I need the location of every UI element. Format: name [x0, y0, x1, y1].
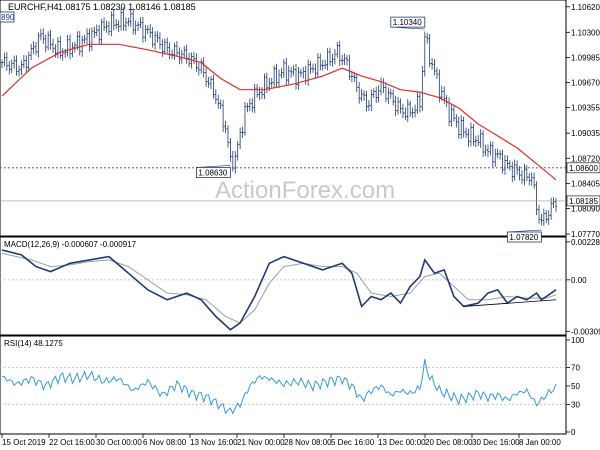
- macd-title: MACD(12,26,9) -0.000607 -0.000917: [4, 240, 137, 249]
- rsi-line: [1, 359, 557, 415]
- price-label-text: 1.08630: [198, 168, 227, 177]
- price-tick-label: 1.09985: [571, 53, 600, 62]
- price-tick-label: 1.08405: [571, 179, 600, 188]
- current-price-label: 1.08185: [569, 197, 598, 206]
- macd-panel-frame: [0, 236, 567, 336]
- level-tag-box: [566, 162, 600, 174]
- moving-average-line: [1, 43, 557, 181]
- price-label-box: [196, 167, 231, 178]
- price-axis: 1.10620 1.10300 1.09985 1.09670 1.09355 1.090…: [566, 3, 600, 239]
- x-tick-label: 22 Oct 16:00: [49, 438, 95, 447]
- price-label-text: 1.07820: [509, 233, 538, 242]
- rsi-title: RSI(14) 48.1275: [4, 339, 63, 348]
- price-tick-label: 1.07770: [571, 230, 600, 239]
- current-price-box: [566, 195, 600, 207]
- macd-trendline: [463, 299, 557, 307]
- symbol-label: EURCHF,H4: [8, 2, 59, 12]
- rsi-tick-label: 70: [571, 364, 580, 373]
- x-tick-label: 13 Dec 00:00: [378, 438, 426, 447]
- price-bars: [0, 7, 558, 226]
- price-tick-label: 1.10300: [571, 28, 600, 37]
- price-levels: 1.08600 1.08185: [0, 162, 600, 207]
- macd-tick-label: -0.003097: [571, 327, 600, 336]
- x-tick-label: 6 Nov 08:00: [143, 438, 187, 447]
- price-label-box: [390, 16, 426, 28]
- moving-average: [1, 43, 557, 181]
- price-tick-label: 1.09670: [571, 79, 600, 88]
- price-tick-label: 1.09035: [571, 129, 600, 138]
- macd-lines: [1, 249, 557, 331]
- price-tick-label: 1.08090: [571, 204, 600, 213]
- x-tick-label: 13 Nov 16:00: [190, 438, 238, 447]
- price-labels: 1.10340 1.08630 1.07820: [196, 16, 542, 243]
- macd-axis: 0.002288 0.00 -0.003097: [566, 238, 600, 336]
- watermark: ActionForex.com: [215, 177, 395, 204]
- price-label-box: [507, 231, 542, 243]
- ohlc-label: 1.08175 1.08230 1.08146 1.08185: [58, 2, 196, 12]
- rsi-tick-label: 0: [571, 428, 576, 437]
- price-tick-label: 1.09355: [571, 104, 600, 113]
- signal-line: [1, 252, 557, 324]
- level-tag-label: 1.08600: [569, 164, 598, 173]
- rsi-tick-label: 30: [571, 400, 580, 409]
- price-tick-label: 1.10620: [571, 3, 600, 12]
- macd-tick-label: 0.00: [571, 276, 587, 285]
- x-tick-label: 30 Dec 16:00: [472, 438, 520, 447]
- x-tick-label: 28 Nov 08:00: [284, 438, 332, 447]
- x-tick-label: 21 Nov 00:00: [237, 438, 285, 447]
- rsi-tick-label: 50: [571, 382, 580, 391]
- x-tick-label: 15 Oct 2019: [2, 438, 46, 447]
- macd-line: [1, 249, 557, 331]
- macd-tick-label: 0.002288: [571, 238, 600, 247]
- rsi-lines: [1, 359, 557, 415]
- corner-tag-box: [0, 11, 15, 23]
- corner-tag: 890: [1, 13, 15, 22]
- x-axis: 15 Oct 2019 22 Oct 16:00 30 Oct 00:00 6 Nov…: [1, 434, 561, 447]
- rsi-tick-label: 100: [571, 336, 585, 345]
- price-label-text: 1.10340: [393, 18, 422, 27]
- rsi-axis: 100 70 50 30 0: [566, 336, 585, 437]
- price-tick-label: 1.08720: [571, 154, 600, 163]
- x-tick-label: 5 Dec 16:00: [331, 438, 375, 447]
- x-tick-label: 20 Dec 08:00: [425, 438, 473, 447]
- x-tick-label: 8 Jan 00:00: [519, 438, 561, 447]
- x-tick-label: 30 Oct 00:00: [96, 438, 142, 447]
